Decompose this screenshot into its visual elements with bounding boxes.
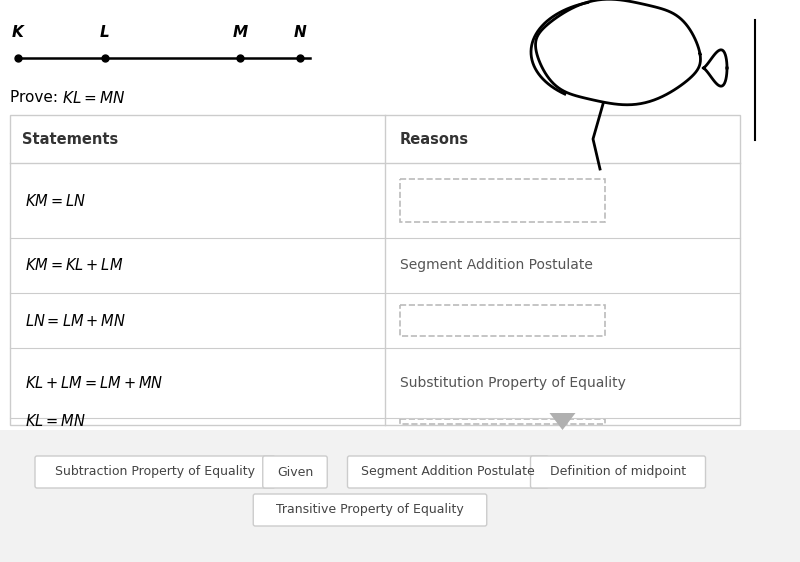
Text: Transitive Property of Equality: Transitive Property of Equality <box>276 504 464 516</box>
FancyBboxPatch shape <box>530 456 706 488</box>
Text: $KM = KL + LM$: $KM = KL + LM$ <box>25 257 123 274</box>
Text: Prove:: Prove: <box>10 90 63 105</box>
Text: Statements: Statements <box>22 132 118 147</box>
FancyBboxPatch shape <box>262 456 327 488</box>
Text: $KL + LM = LM + MN$: $KL + LM = LM + MN$ <box>25 375 163 391</box>
FancyBboxPatch shape <box>35 456 275 488</box>
Text: Definition of midpoint: Definition of midpoint <box>550 465 686 478</box>
Text: Subtraction Property of Equality: Subtraction Property of Equality <box>55 465 255 478</box>
Text: $KL = MN$: $KL = MN$ <box>62 90 126 106</box>
FancyBboxPatch shape <box>0 430 800 562</box>
Text: N: N <box>294 25 306 40</box>
Text: M: M <box>233 25 247 40</box>
Text: $LN = LM + MN$: $LN = LM + MN$ <box>25 312 126 329</box>
FancyBboxPatch shape <box>347 456 549 488</box>
Text: K: K <box>12 25 24 40</box>
Text: $KM = LN$: $KM = LN$ <box>25 193 86 209</box>
Text: L: L <box>100 25 110 40</box>
Text: Reasons: Reasons <box>400 132 469 147</box>
Text: $KL = MN$: $KL = MN$ <box>25 414 86 429</box>
Text: Segment Addition Postulate: Segment Addition Postulate <box>400 259 593 273</box>
FancyBboxPatch shape <box>10 115 740 425</box>
Text: Segment Addition Postulate: Segment Addition Postulate <box>361 465 535 478</box>
Text: Given: Given <box>277 465 313 478</box>
Polygon shape <box>550 413 575 430</box>
FancyBboxPatch shape <box>254 494 486 526</box>
Text: Substitution Property of Equality: Substitution Property of Equality <box>400 376 626 390</box>
